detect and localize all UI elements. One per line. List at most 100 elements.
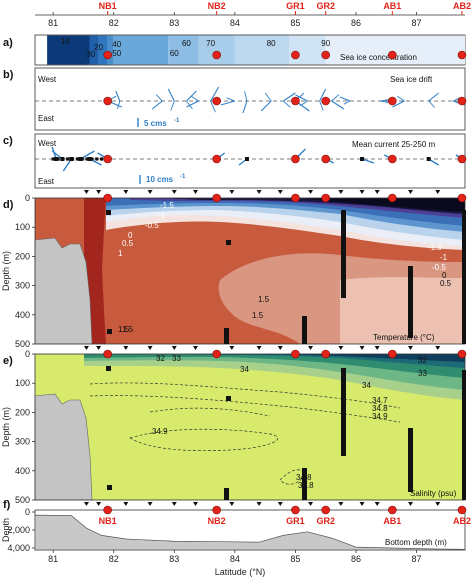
ctd-station-marker xyxy=(435,346,441,350)
drift-vector xyxy=(428,92,440,102)
ctd-station-marker xyxy=(435,502,441,506)
station-label-top: GR1 xyxy=(286,1,305,11)
drift-vector xyxy=(428,100,435,108)
current-mooring xyxy=(90,157,94,161)
salinity-contour-label: 32 xyxy=(418,356,427,365)
drift-vector xyxy=(210,86,220,102)
panel-b-letter: b) xyxy=(3,69,14,81)
ice-band xyxy=(325,35,465,65)
ice-contour-label: 20 xyxy=(94,43,103,52)
drift-vector xyxy=(319,88,327,102)
ice-contour-label: 10 xyxy=(61,37,70,46)
y-tick-label: 0 xyxy=(25,349,30,359)
ctd-station-marker xyxy=(308,190,314,194)
drift-vector xyxy=(186,90,197,102)
y-tick-label: 400 xyxy=(15,310,30,320)
station-label-bottom: NB1 xyxy=(99,516,117,526)
drift-vector xyxy=(396,95,405,102)
ctd-station-marker xyxy=(256,346,262,350)
panel-b-east: East xyxy=(38,114,55,123)
bottom-tick-label: 85 xyxy=(290,554,300,564)
ctd-station-marker xyxy=(96,502,102,506)
y-tick-label: 200 xyxy=(15,251,30,261)
panel-b-west: West xyxy=(38,75,57,84)
panel-a-letter: a) xyxy=(3,37,13,49)
temperature-contour-label: -0.5 xyxy=(432,263,446,272)
f-ylabel: Depth xyxy=(1,518,11,542)
current-mooring xyxy=(80,157,84,161)
temperature-contour-label: 0.5 xyxy=(122,239,134,248)
ctd-station-marker xyxy=(83,502,89,506)
panel-c-east: East xyxy=(38,177,55,186)
station-dot-b xyxy=(457,96,467,106)
station-dot-b xyxy=(212,96,221,106)
ctd-station-marker xyxy=(123,190,129,194)
station-label-bottom: GR2 xyxy=(316,516,335,526)
current-mooring xyxy=(426,157,431,161)
ctd-station-marker xyxy=(407,190,413,194)
station-dot-e xyxy=(212,349,221,359)
drift-vector xyxy=(283,100,291,108)
panel-e-salinity: e) Salinity (psu) 0 100 200 300 400 500 Depth … xyxy=(1,349,466,505)
ctd-station-marker xyxy=(83,190,89,194)
station-dot-f xyxy=(291,505,300,515)
station-label-bottom: NB2 xyxy=(208,516,226,526)
drift-vector xyxy=(339,96,351,102)
station-dot-d xyxy=(212,193,221,203)
station-dot-f xyxy=(103,505,112,515)
ctd-station-marker xyxy=(123,346,129,350)
ctd-station-marker xyxy=(171,346,177,350)
panel-d-letter: d) xyxy=(3,199,14,211)
station-dot-f xyxy=(388,505,397,515)
current-mooring xyxy=(78,157,83,161)
ice-contour-label: 50 xyxy=(112,49,121,58)
ctd-station-marker xyxy=(435,190,441,194)
ctd-station-marker xyxy=(359,190,365,194)
bottom-tick-label: 87 xyxy=(412,554,422,564)
ctd-station-marker xyxy=(277,502,283,506)
drift-vector xyxy=(226,97,236,102)
ice-band xyxy=(234,35,290,65)
station-dot-b xyxy=(103,96,112,106)
top-tick-label: 87 xyxy=(412,18,422,28)
station-dot-d xyxy=(103,193,112,203)
station-dot-c xyxy=(321,154,331,164)
station-dot-c xyxy=(212,154,221,164)
station-dot-a xyxy=(212,50,221,60)
panel-f-letter: f) xyxy=(3,499,11,511)
ctd-station-marker xyxy=(123,502,129,506)
ice-contour-label: 70 xyxy=(206,39,215,48)
drift-vector xyxy=(115,90,121,102)
ctd-station-marker xyxy=(407,346,413,350)
panel-e-title: Salinity (psu) xyxy=(410,489,457,498)
panel-b-scale-sup: -1 xyxy=(174,118,180,124)
temperature-contour-label: -1 xyxy=(440,253,448,262)
ice-contour-label: 80 xyxy=(267,39,276,48)
panel-c-west: West xyxy=(38,139,57,148)
ctd-station-marker xyxy=(171,190,177,194)
ctd-station-marker xyxy=(83,346,89,350)
salinity-contour-label: 34.7 xyxy=(372,396,388,405)
drift-vector xyxy=(264,92,272,102)
ctd-station-marker xyxy=(277,346,283,350)
station-dot-f xyxy=(321,505,331,515)
ctd-station-marker xyxy=(277,190,283,194)
temperature-contour-label: 1.5 xyxy=(258,295,270,304)
drift-vector xyxy=(210,100,216,113)
station-label-top: NB1 xyxy=(99,1,117,11)
station-label-top: GR2 xyxy=(316,1,335,11)
salinity-contour-label: 34.8 xyxy=(298,481,314,490)
temperature-contour-label: -1 xyxy=(158,211,166,220)
d-ylabel: Depth (m) xyxy=(1,251,11,291)
ctd-station-marker xyxy=(192,346,198,350)
temperature-contour-label: 1.5 xyxy=(122,325,134,334)
current-mooring xyxy=(70,157,75,161)
station-dot-d xyxy=(291,193,300,203)
ice-contour-label: 90 xyxy=(321,39,330,48)
drift-vector xyxy=(295,94,308,102)
drift-vector xyxy=(331,94,340,102)
ice-contour-label: 30 xyxy=(86,50,95,59)
y-tick-label: 300 xyxy=(15,281,30,291)
